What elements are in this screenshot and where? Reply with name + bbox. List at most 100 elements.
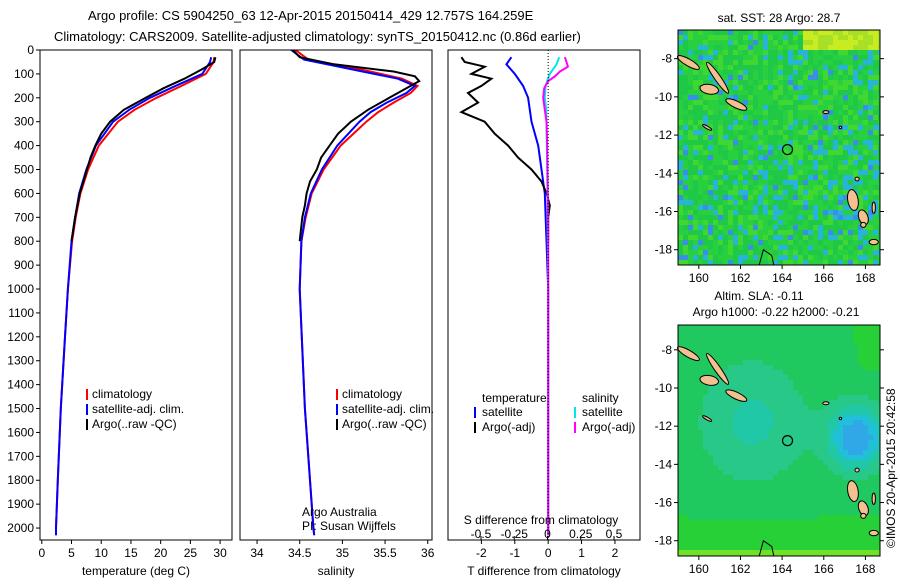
map-cell xyxy=(768,390,773,395)
map-cell xyxy=(703,240,708,245)
map-cell xyxy=(683,510,688,515)
map-cell xyxy=(683,465,688,470)
map-cell xyxy=(793,445,798,450)
map-cell xyxy=(748,255,753,260)
map-cell xyxy=(848,130,853,135)
map-cell xyxy=(708,330,713,335)
map-cell xyxy=(788,245,793,250)
map-cell xyxy=(758,250,763,255)
map-cell xyxy=(843,390,848,395)
map-cell xyxy=(698,410,703,415)
map-cell xyxy=(878,190,880,195)
map-cell xyxy=(678,70,683,75)
map-cell xyxy=(798,260,803,265)
map-cell xyxy=(878,400,880,405)
map-cell xyxy=(843,100,848,105)
map-cell xyxy=(838,420,843,425)
map-cell xyxy=(763,255,768,260)
map-cell xyxy=(848,50,853,55)
map-cell xyxy=(773,485,778,490)
map-cell xyxy=(828,220,833,225)
map-cell xyxy=(743,510,748,515)
map-cell xyxy=(683,115,688,120)
map-cell xyxy=(863,385,868,390)
map-cell xyxy=(778,260,783,265)
map-cell xyxy=(683,85,688,90)
map-cell xyxy=(703,60,708,65)
map-cell xyxy=(698,180,703,185)
x-axis-label: T difference from climatology xyxy=(467,564,621,578)
map-cell xyxy=(823,245,828,250)
map-cell xyxy=(708,165,713,170)
map-cell xyxy=(703,195,708,200)
map-cell xyxy=(728,335,733,340)
map-cell xyxy=(758,495,763,500)
map-cell xyxy=(748,505,753,510)
map-cell xyxy=(773,390,778,395)
map-cell xyxy=(788,330,793,335)
map-cell xyxy=(688,190,693,195)
map-cell xyxy=(878,235,880,240)
map-cell xyxy=(733,35,738,40)
map-cell xyxy=(858,335,863,340)
map-cell xyxy=(878,410,880,415)
map-cell xyxy=(843,460,848,465)
map-cell xyxy=(868,35,873,40)
map-cell xyxy=(708,325,713,330)
map-cell xyxy=(863,50,868,55)
map-cell xyxy=(838,425,843,430)
map-cell xyxy=(853,150,858,155)
map-cell xyxy=(758,240,763,245)
legend-swatch xyxy=(574,407,576,418)
map-cell xyxy=(698,425,703,430)
map-cell xyxy=(688,535,693,540)
map-cell xyxy=(688,115,693,120)
map-cell xyxy=(783,145,788,150)
map-cell xyxy=(793,390,798,395)
map-cell xyxy=(863,480,868,485)
map-cell xyxy=(808,455,813,460)
map-cell xyxy=(828,460,833,465)
map-cell xyxy=(698,260,703,265)
map-cell xyxy=(718,385,723,390)
map-cell xyxy=(778,425,783,430)
map-cell xyxy=(688,195,693,200)
map-cell xyxy=(763,330,768,335)
map-cell xyxy=(743,45,748,50)
map-cell xyxy=(683,125,688,130)
map-cell xyxy=(798,525,803,530)
map-cell xyxy=(858,390,863,395)
map-cell xyxy=(688,425,693,430)
map-cell xyxy=(833,65,838,70)
map-cell xyxy=(858,75,863,80)
map-cell xyxy=(708,30,713,35)
map-cell xyxy=(833,195,838,200)
map-cell xyxy=(803,155,808,160)
map-cell xyxy=(693,340,698,345)
map-cell xyxy=(773,140,778,145)
map-cell xyxy=(833,85,838,90)
map-cell xyxy=(728,470,733,475)
map-cell xyxy=(783,325,788,330)
map-cell xyxy=(848,365,853,370)
map-cell xyxy=(808,175,813,180)
legend-label: Argo(..raw -QC) xyxy=(342,417,427,431)
map-cell xyxy=(718,485,723,490)
map-cell xyxy=(688,260,693,265)
map-cell xyxy=(833,185,838,190)
map-cell xyxy=(783,165,788,170)
map-cell xyxy=(753,195,758,200)
map-cell xyxy=(768,225,773,230)
map-cell xyxy=(863,335,868,340)
map-cell xyxy=(693,170,698,175)
map-cell xyxy=(868,385,873,390)
map-cell xyxy=(793,40,798,45)
map-cell xyxy=(793,35,798,40)
map-cell xyxy=(798,535,803,540)
map-cell xyxy=(848,230,853,235)
map-cell xyxy=(688,160,693,165)
map-cell xyxy=(753,250,758,255)
map-cell xyxy=(688,80,693,85)
map-cell xyxy=(708,485,713,490)
map-cell xyxy=(733,480,738,485)
